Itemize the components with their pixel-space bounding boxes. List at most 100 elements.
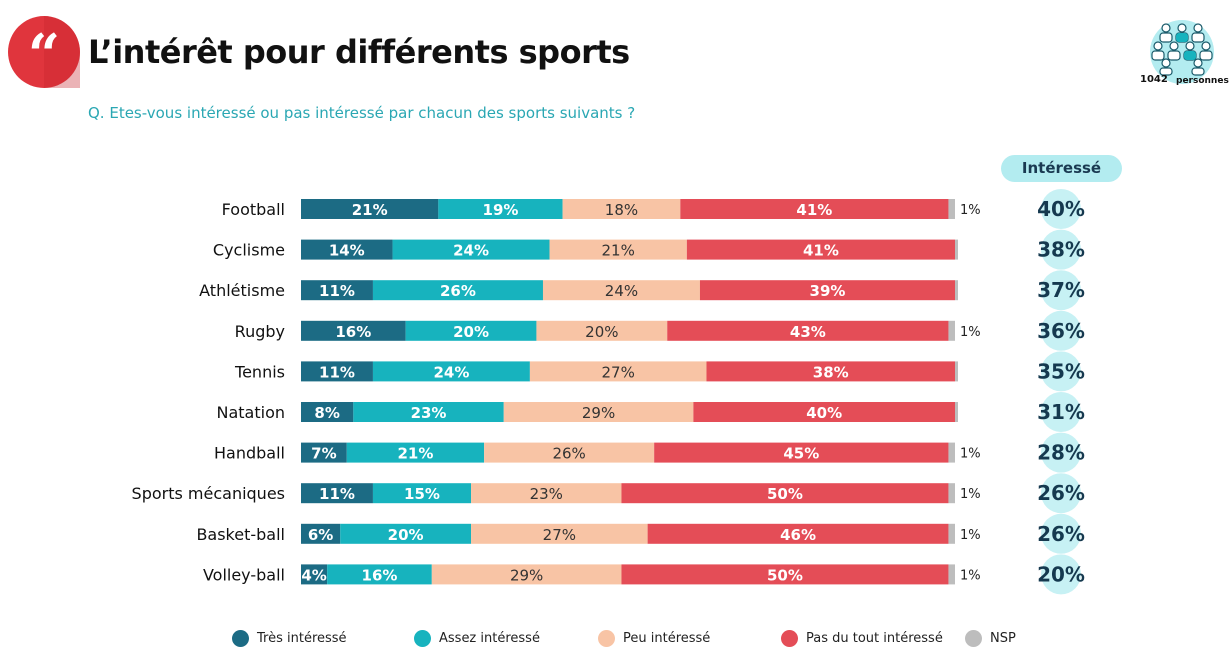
data-label: 21% (397, 445, 433, 463)
data-label: 45% (783, 445, 819, 463)
bar-segment (346, 442, 485, 463)
interesse-value: 40% (1037, 197, 1085, 221)
bar-segment (948, 442, 955, 463)
nsp-label: 1% (960, 487, 981, 502)
data-label: 23% (530, 485, 563, 503)
bar-segment (372, 280, 543, 301)
page-title: L’intérêt pour différents sports (88, 33, 630, 71)
data-label: 46% (780, 526, 816, 544)
nsp-label: 1% (960, 528, 981, 543)
bar-segment (562, 199, 681, 219)
sample-size: 1042 (1140, 74, 1168, 85)
data-label: 21% (602, 242, 635, 260)
bar-segment (536, 320, 668, 341)
interesse-value: 28% (1037, 441, 1085, 465)
bar-segment (431, 564, 622, 585)
data-label: 26% (552, 445, 585, 463)
data-label: 43% (790, 323, 826, 341)
interesse-circle (1041, 513, 1081, 554)
data-label: 20% (453, 323, 489, 341)
data-label: 29% (510, 566, 543, 584)
data-label: 11% (319, 363, 355, 381)
svg-text:“: “ (28, 22, 60, 88)
data-label: 23% (411, 404, 447, 422)
legend-label: Pas du tout intéressé (806, 630, 943, 646)
legend-swatch (965, 629, 982, 647)
quote-icon: “ (8, 16, 80, 88)
legend-item-peu-interesse: Peu intéressé (598, 628, 710, 648)
bar-segment (471, 483, 622, 504)
interesse-value: 31% (1037, 400, 1085, 424)
bar-segment (372, 361, 530, 382)
bar-segment (340, 523, 472, 544)
bar-segment (706, 361, 955, 382)
bar-segment (301, 361, 373, 382)
bar-segment (948, 523, 955, 544)
data-label: 39% (810, 282, 846, 300)
legend-item-assez-interesse: Assez intéressé (414, 628, 540, 648)
data-label: 38% (813, 363, 849, 381)
interesse-circle (1041, 554, 1081, 595)
stacked-bar-chart: Football 21% 19% 18% 41% 1% 40% Cyclisme 14% 24% 2… (132, 189, 1085, 595)
category-label: Athlétisme (199, 281, 285, 300)
interesse-circle (1041, 432, 1081, 473)
interesse-value: 26% (1037, 522, 1085, 546)
bar-segment (301, 442, 347, 463)
category-label: Cyclisme (213, 241, 285, 260)
data-label: 24% (453, 242, 489, 260)
data-label: 14% (329, 242, 365, 260)
bar-segment (621, 483, 949, 504)
interesse-circle (1041, 189, 1081, 229)
data-label: 29% (582, 404, 615, 422)
data-label: 4% (301, 566, 326, 584)
bar-segment (353, 402, 504, 422)
bar-segment (484, 442, 655, 463)
category-label: Rugby (235, 322, 285, 341)
bar-segment (405, 320, 537, 341)
people-icon (1150, 20, 1214, 84)
data-label: 16% (362, 566, 398, 584)
bar-segment (392, 239, 550, 260)
legend-label: Très intéressé (257, 630, 347, 646)
bar-segment (654, 442, 949, 463)
bar-segment (699, 280, 955, 301)
interesse-circle (1041, 229, 1081, 270)
bar-segment (301, 199, 439, 219)
bar-segment (549, 239, 687, 260)
category-label: Natation (217, 403, 286, 422)
category-label: Basket-ball (196, 525, 285, 544)
interesse-value: 38% (1037, 238, 1085, 262)
interesse-circle (1041, 270, 1081, 311)
bar-segment (301, 280, 373, 301)
nsp-label: 1% (960, 568, 981, 583)
nsp-label: 1% (960, 325, 981, 340)
data-label: 24% (433, 363, 469, 381)
legend-label: NSP (990, 630, 1016, 646)
data-label: 27% (602, 363, 635, 381)
bar-segment (327, 564, 432, 585)
bar-segment (471, 523, 648, 544)
bar-segment (680, 199, 949, 219)
bar-segment (667, 320, 949, 341)
interesse-value: 36% (1037, 319, 1085, 343)
legend-label: Peu intéressé (623, 630, 711, 646)
bar-segment (955, 239, 958, 260)
sample-unit: personnes (1176, 76, 1229, 86)
bar-segment (372, 483, 472, 504)
legend-swatch (232, 629, 249, 647)
question-text: Q. Etes-vous intéressé ou pas intéressé … (88, 104, 636, 122)
data-label: 26% (440, 282, 476, 300)
data-label: 50% (767, 566, 803, 584)
data-label: 19% (483, 201, 519, 219)
bar-segment (301, 402, 354, 422)
data-label: 8% (314, 404, 339, 422)
interesse-circle (1041, 392, 1081, 432)
bar-segment (693, 402, 955, 422)
legend-swatch (598, 629, 615, 647)
data-label: 24% (605, 282, 638, 300)
interesse-circle (1041, 351, 1081, 392)
bar-segment (542, 280, 700, 301)
interesse-value: 20% (1037, 562, 1085, 586)
nsp-label: 1% (960, 447, 981, 462)
interesse-circle (1041, 310, 1081, 351)
